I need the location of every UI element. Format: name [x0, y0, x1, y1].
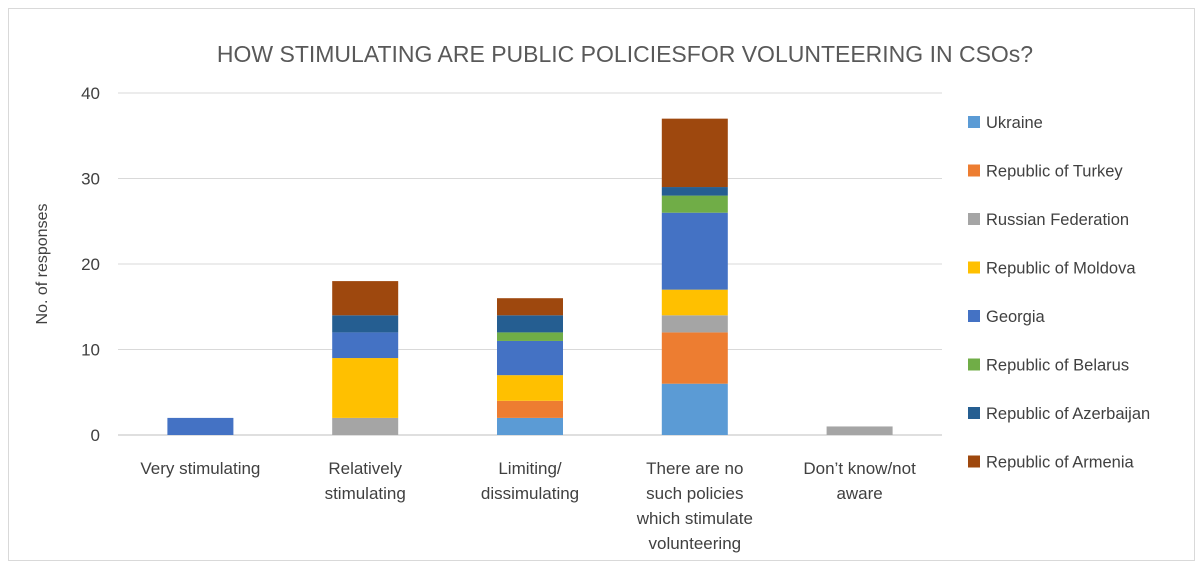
legend-item: Ukraine [968, 114, 1043, 132]
category-label: Don’t know/not aware [803, 459, 916, 503]
bar-segment [826, 426, 893, 435]
legend-swatch [968, 310, 980, 322]
bar-segment [332, 281, 399, 316]
y-axis-title: No. of responses [34, 204, 51, 325]
bar-segment [167, 417, 234, 435]
legend: Ukraine Republic of Turkey Russian Federat… [968, 114, 1150, 472]
bar-segment [497, 332, 563, 341]
category-labels: Very stimulating Relatively stimulating Lim… [140, 459, 916, 553]
legend-label: Republic of Armenia [986, 454, 1134, 472]
legend-item: Republic of Azerbaijan [968, 405, 1150, 423]
y-tick-label: 0 [91, 426, 100, 445]
chart-title: HOW STIMULATING ARE PUBLIC POLICIESFOR V… [217, 41, 1033, 67]
legend-label: Ukraine [986, 114, 1043, 132]
legend-swatch [968, 358, 980, 371]
legend-swatch [968, 407, 980, 419]
y-tick-label: 20 [81, 255, 100, 274]
category-label: Very stimulating [140, 459, 260, 478]
bar-segment [661, 212, 728, 290]
category-label: Relatively stimulating [325, 459, 406, 503]
chart-frame [8, 8, 1195, 561]
legend-item: Russian Federation [968, 211, 1129, 229]
legend-item: Republic of Turkey [968, 163, 1123, 181]
bar-segment [661, 187, 728, 196]
bar-segment [497, 400, 563, 418]
legend-swatch [968, 261, 980, 274]
bar-segment [332, 358, 399, 418]
legend-label: Russian Federation [986, 211, 1129, 229]
legend-swatch [968, 213, 980, 225]
bars [167, 118, 893, 435]
legend-item: Republic of Armenia [968, 454, 1134, 472]
bar-segment [661, 195, 728, 213]
y-tick-label: 10 [81, 341, 100, 360]
bar-segment [661, 315, 728, 333]
legend-label: Georgia [986, 308, 1046, 326]
bar-segment [661, 332, 728, 384]
bar-segment [332, 332, 399, 359]
bar-segment [497, 298, 563, 316]
bar-segment [661, 289, 728, 316]
legend-swatch [968, 116, 980, 128]
legend-label: Republic of Moldova [986, 260, 1136, 278]
category-label: There are no such policies which stimulate… [636, 459, 753, 553]
bar-segment [497, 417, 563, 435]
legend-item: Georgia [968, 308, 1046, 326]
bar-segment [661, 118, 728, 188]
category-label: Limiting/dissimulating [481, 459, 579, 503]
y-tick-labels: 0 10 20 30 40 [81, 84, 100, 445]
legend-label: Republic of Turkey [986, 163, 1123, 181]
bar-segment [497, 315, 563, 333]
legend-swatch [968, 455, 980, 468]
legend-label: Republic of Belarus [986, 357, 1129, 375]
bar-segment [332, 417, 399, 435]
bar-segment [661, 383, 728, 435]
legend-item: Republic of Moldova [968, 260, 1136, 278]
bar-segment [497, 375, 563, 401]
legend-label: Republic of Azerbaijan [986, 405, 1150, 423]
y-tick-label: 40 [81, 84, 100, 103]
bar-segment [332, 315, 399, 333]
y-tick-label: 30 [81, 170, 100, 189]
legend-item: Republic of Belarus [968, 357, 1129, 375]
bar-segment [497, 340, 563, 376]
legend-swatch [968, 164, 980, 177]
